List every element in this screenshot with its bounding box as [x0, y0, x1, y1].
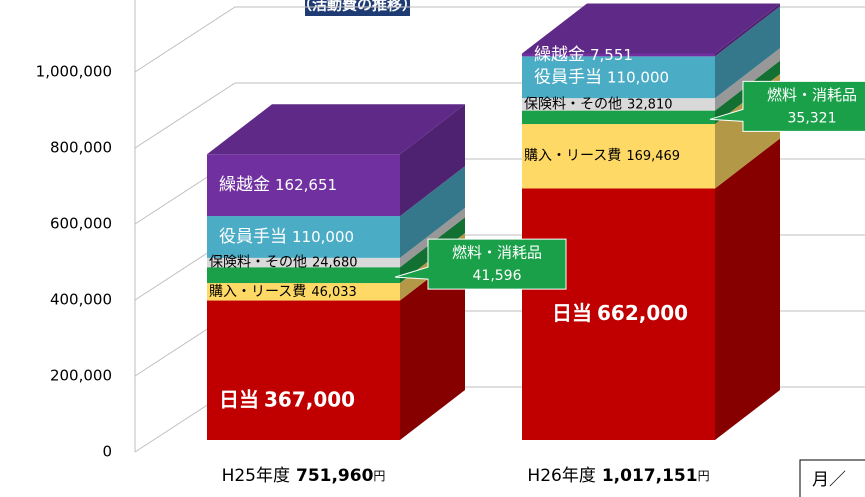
callout-name: 燃料・消耗品: [452, 244, 542, 262]
segment-label: 保険料・その他 32,810: [524, 96, 673, 112]
segment-value: 110,000: [607, 68, 669, 86]
segment-value: 32,810: [627, 97, 673, 112]
segment-value: 46,033: [311, 284, 357, 299]
y-tick-label: 600,000: [50, 215, 112, 233]
bar-segment: [207, 283, 400, 301]
segment-name: 日当: [219, 387, 259, 411]
category-label: H26年度 1,017,151円: [527, 466, 709, 486]
bar-segment: [207, 300, 400, 440]
callout-value: 41,596: [473, 268, 522, 284]
segment-value: 169,469: [626, 149, 680, 164]
segment-label: 保険料・その他 24,680: [209, 255, 358, 271]
bar-segment: [522, 188, 715, 440]
bar-side: [715, 48, 780, 111]
segment-value: 662,000: [597, 301, 688, 325]
segment-label: 購入・リース費 46,033: [209, 284, 357, 300]
bar-side: [400, 250, 465, 440]
category-name: H26年度: [527, 466, 595, 486]
bar-segment: [522, 124, 715, 189]
bar-top: [207, 104, 465, 155]
note-box: [799, 459, 865, 497]
bar-segment: [207, 154, 400, 217]
segment-name: 役員手当: [534, 67, 602, 87]
callout-value: 35,321: [788, 110, 837, 126]
segment-name: 役員手当: [219, 227, 287, 247]
segment-value: 162,651: [275, 176, 337, 194]
segment-label: 日当 367,000: [219, 387, 355, 411]
bar-segment: [207, 267, 400, 284]
total-label: 751,960: [296, 466, 374, 486]
segment-value: 24,680: [312, 255, 358, 270]
bar-segment: [522, 56, 715, 99]
segment-name: 保険料・その他: [524, 96, 622, 112]
y-tick-label: 400,000: [50, 291, 112, 309]
title-box: [305, 0, 410, 16]
bar-side: [715, 6, 780, 99]
bar-side: [715, 3, 780, 57]
bar-segment: [522, 53, 715, 57]
segment-name: 購入・リース費: [209, 284, 306, 300]
y-tick-label: 0: [102, 443, 112, 461]
total-label: 1,017,151: [602, 466, 698, 486]
segment-name: 日当: [552, 301, 592, 325]
bar-side: [400, 207, 465, 268]
y-tick-label: 800,000: [50, 139, 112, 157]
bar-side: [400, 166, 465, 258]
callout: [709, 80, 865, 132]
segment-name: 繰越金: [534, 45, 585, 65]
segment-label: 繰越金 7,551: [534, 45, 633, 65]
bar-side: [715, 138, 780, 440]
segment-name: 繰越金: [219, 175, 270, 195]
segment-name: 保険料・その他: [209, 255, 307, 271]
bar-side: [400, 104, 465, 217]
category-name: H25年度: [222, 466, 290, 486]
bar-segment: [522, 98, 715, 111]
segment-value: 367,000: [264, 387, 355, 411]
y-tick-label: 200,000: [50, 367, 112, 385]
segment-label: 役員手当 110,000: [534, 67, 669, 87]
bar-segment: [522, 110, 715, 125]
segment-label: 繰越金 162,651: [219, 175, 337, 195]
category-label: H25年度 751,960円: [222, 466, 386, 486]
unit: 円: [698, 469, 710, 483]
callout: [394, 238, 567, 290]
segment-value: 7,551: [590, 45, 633, 63]
bar-top: [522, 3, 780, 54]
y-tick-label: 1,000,000: [36, 63, 112, 81]
callout-name: 燃料・消耗品: [767, 86, 857, 104]
segment-label: 日当 662,000: [552, 301, 688, 325]
segment-label: 購入・リース費 169,469: [524, 148, 680, 164]
bar-segment: [207, 257, 400, 268]
note: 月／: [812, 470, 846, 490]
segment-name: 購入・リース費: [524, 148, 621, 164]
unit: 円: [373, 469, 385, 483]
bar-segment: [207, 216, 400, 258]
segment-value: 110,000: [292, 227, 354, 245]
segment-label: 役員手当 110,000: [219, 227, 354, 247]
